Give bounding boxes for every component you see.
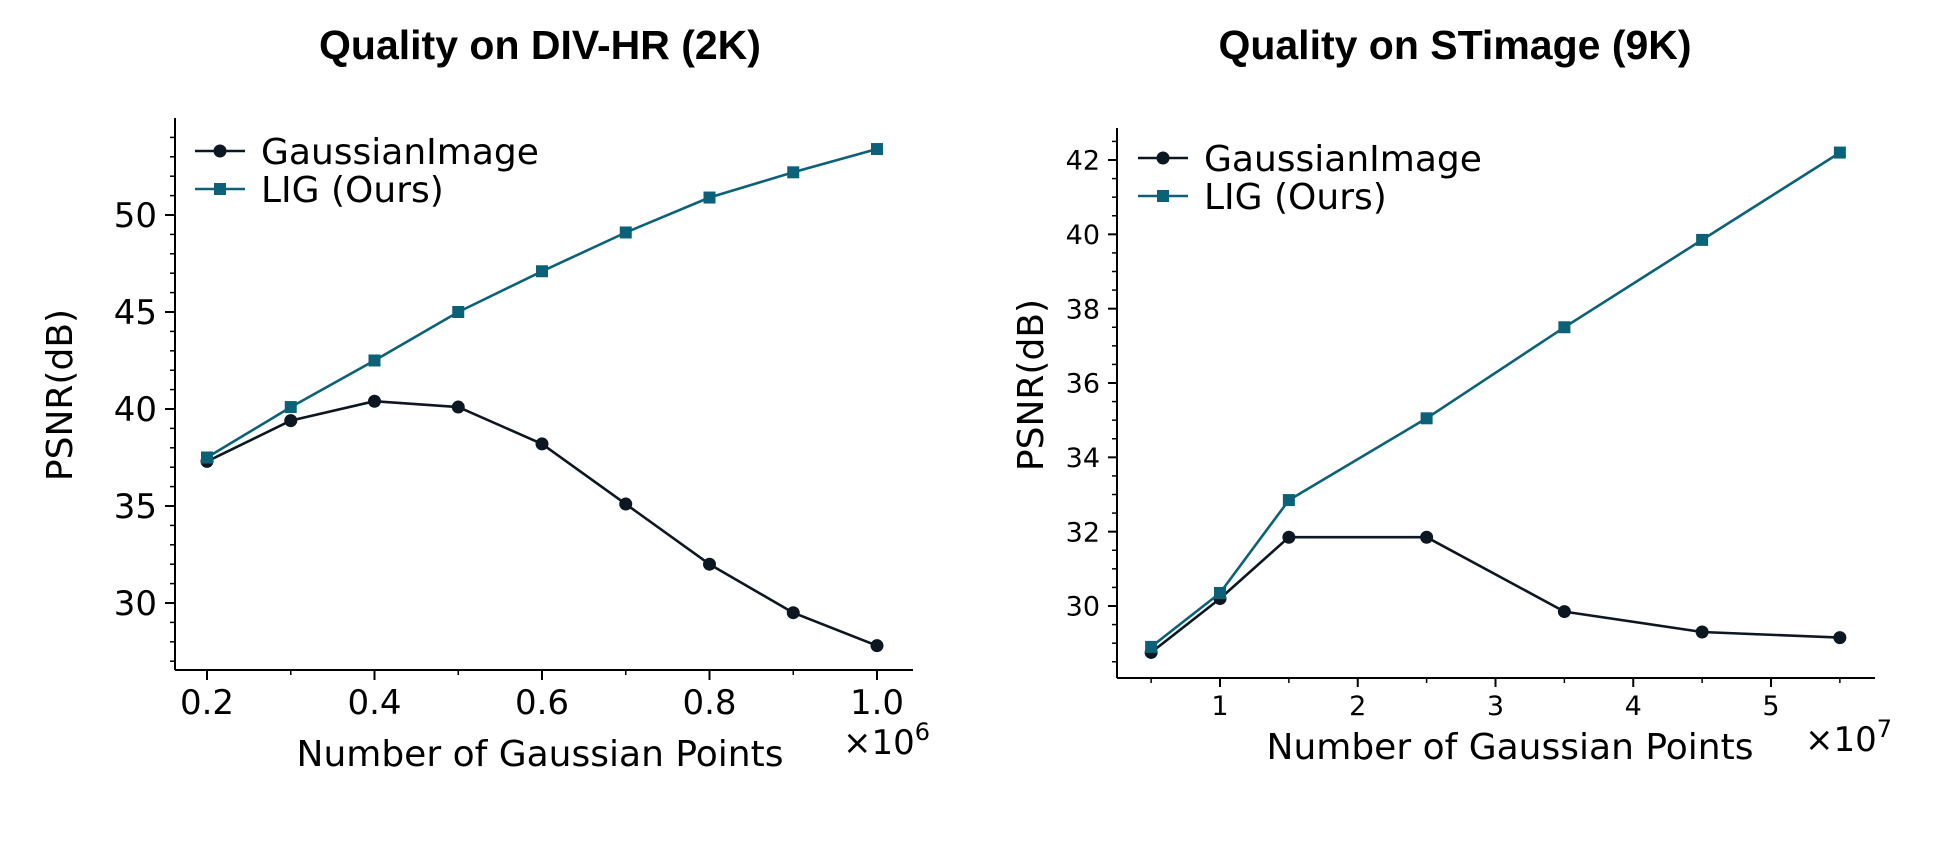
x-tick-label: 4 — [1625, 691, 1642, 722]
data-point-lig — [619, 226, 632, 239]
y-tick-label: 35 — [114, 487, 157, 527]
data-point-lig — [201, 451, 213, 464]
x-tick-label: 0.4 — [347, 683, 401, 723]
data-point-gaussianimage — [284, 414, 298, 428]
legend-label: LIG (Ours) — [1204, 177, 1387, 218]
legend-marker-square — [214, 183, 226, 195]
data-point-gaussianimage — [619, 497, 633, 511]
y-tick-label: 34 — [1066, 443, 1100, 474]
data-point-lig — [1558, 321, 1571, 334]
legend-marker-circle — [1156, 151, 1170, 165]
data-point-gaussianimage — [1833, 631, 1847, 645]
data-point-gaussianimage — [535, 437, 549, 451]
y-tick-label: 30 — [114, 584, 157, 624]
data-point-lig — [284, 401, 297, 414]
data-point-lig — [871, 143, 883, 156]
x-multiplier-label: ×107 — [1805, 715, 1892, 760]
y-tick-label: 36 — [1066, 369, 1100, 400]
data-point-gaussianimage — [1420, 530, 1434, 544]
data-point-lig — [536, 265, 548, 278]
x-tick-label: 5 — [1762, 691, 1779, 722]
legend-marker-circle — [213, 144, 227, 158]
legend-label: GaussianImage — [1204, 139, 1482, 180]
y-axis-label: PSNR(dB) — [1011, 299, 1052, 471]
y-tick-label: 42 — [1066, 146, 1100, 177]
x-tick-label: 1.0 — [850, 683, 904, 723]
y-tick-label: 30 — [1066, 592, 1100, 623]
data-point-lig — [1145, 640, 1158, 653]
data-point-gaussianimage — [870, 639, 884, 653]
y-tick-label: 40 — [114, 390, 157, 430]
chart-div-hr: 0.2 0.4 0.6 0.8 1.0 30 35 40 45 50 Number of Gauss… — [40, 118, 930, 775]
series-line-lig — [1150, 151, 1841, 648]
x-multiplier-label: ×106 — [843, 718, 930, 763]
data-point-gaussianimage — [368, 394, 381, 408]
chart-title-right: Quality on STimage (9K) — [1218, 22, 1692, 68]
series-line-gaussianimage — [1150, 535, 1840, 654]
data-point-lig — [1420, 412, 1433, 425]
x-tick-label: 2 — [1349, 691, 1366, 722]
x-tick-label: 1 — [1211, 691, 1228, 722]
data-point-gaussianimage — [786, 606, 800, 620]
x-axis-label: Number of Gaussian Points — [1267, 727, 1754, 768]
data-point-gaussianimage — [1282, 530, 1296, 544]
legend-label: GaussianImage — [261, 132, 539, 173]
data-point-gaussianimage — [451, 400, 465, 414]
data-point-lig — [1696, 233, 1709, 246]
y-tick-label: 45 — [114, 293, 157, 333]
x-tick-label: 0.8 — [682, 683, 736, 723]
y-tick-label: 50 — [114, 196, 157, 236]
legend-marker-square — [1157, 190, 1169, 202]
data-point-lig — [368, 354, 381, 367]
x-tick-label: 0.2 — [180, 683, 234, 723]
y-tick-label: 38 — [1066, 294, 1100, 325]
data-point-lig — [1214, 586, 1226, 599]
x-tick-label: 3 — [1487, 691, 1504, 722]
data-point-gaussianimage — [703, 557, 716, 571]
y-axis-label: PSNR(dB) — [40, 309, 81, 481]
data-point-gaussianimage — [1557, 605, 1571, 619]
data-point-lig — [1833, 146, 1846, 159]
chart-title-left: Quality on DIV-HR (2K) — [319, 22, 761, 68]
data-point-gaussianimage — [1695, 625, 1709, 639]
y-tick-label: 40 — [1066, 220, 1100, 251]
data-point-lig — [452, 306, 465, 318]
data-point-lig — [787, 166, 800, 179]
y-tick-label: 32 — [1066, 517, 1100, 548]
legend-label: LIG (Ours) — [261, 170, 444, 211]
x-axis-label: Number of Gaussian Points — [297, 734, 784, 775]
data-point-lig — [703, 191, 716, 204]
x-tick-label: 0.6 — [515, 683, 569, 723]
data-point-lig — [1282, 494, 1295, 507]
